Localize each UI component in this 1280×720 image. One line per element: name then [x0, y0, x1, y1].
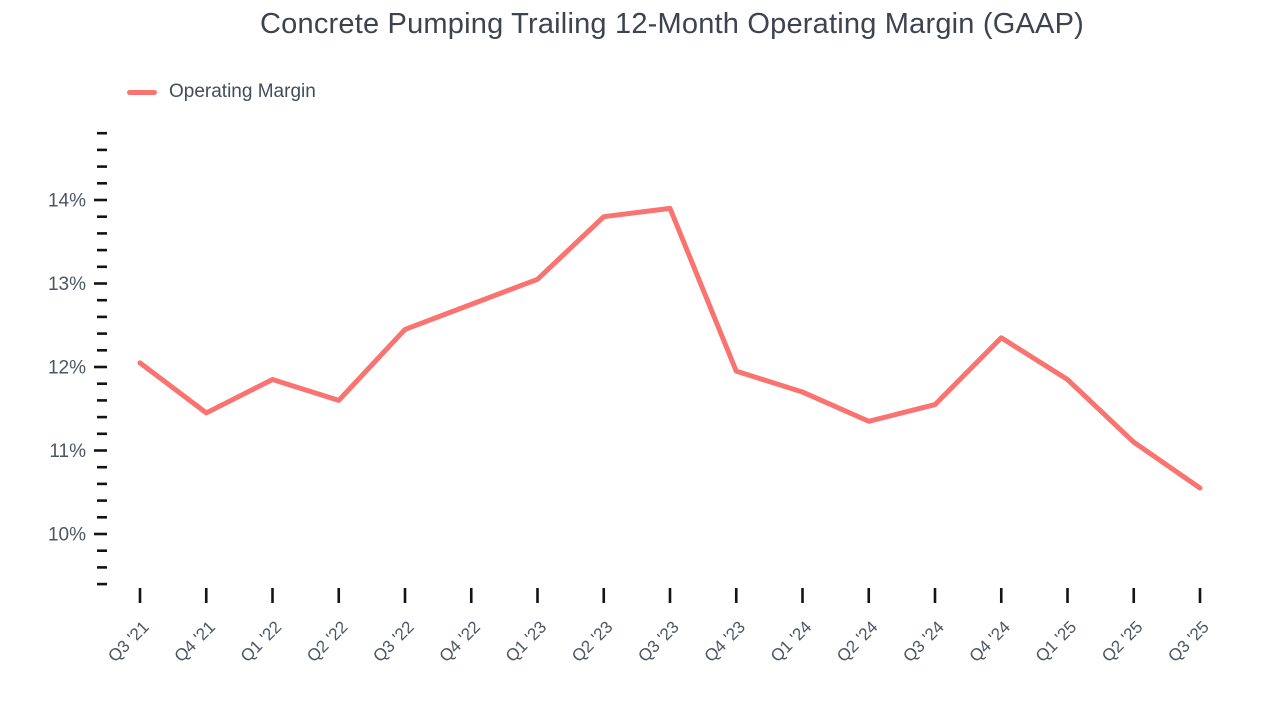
y-axis-label: 13% [48, 274, 86, 295]
y-axis-labels: 10% 11% 12% 13% 14% [48, 191, 86, 546]
operating-margin-line [137, 205, 1203, 491]
x-axis-label: Q3 '25 [1164, 617, 1212, 665]
x-axis-label: Q3 '22 [369, 617, 417, 665]
x-axis-label: Q2 '22 [303, 617, 351, 665]
x-axis-label: Q1 '23 [502, 617, 550, 665]
x-axis-label: Q2 '24 [833, 617, 881, 665]
y-axis-label: 10% [48, 525, 86, 546]
legend-line-swatch [127, 89, 157, 95]
x-axis-label: Q4 '23 [701, 617, 749, 665]
y-axis-ticks [94, 131, 107, 586]
legend-series-label: Operating Margin [169, 81, 316, 102]
x-axis-label: Q1 '25 [1032, 617, 1080, 665]
x-axis-label: Q4 '24 [966, 617, 1014, 665]
x-axis-label: Q4 '21 [171, 617, 219, 665]
x-axis-label: Q2 '23 [568, 617, 616, 665]
legend: Operating Margin [127, 80, 316, 104]
series-lines [137, 205, 1203, 491]
x-axis-label: Q3 '23 [634, 617, 682, 665]
x-axis-label: Q3 '24 [899, 617, 947, 665]
x-axis-ticks [138, 588, 1202, 603]
x-axis-label: Q1 '24 [767, 617, 815, 665]
x-axis-label: Q4 '22 [436, 617, 484, 665]
y-axis-label: 11% [49, 441, 86, 462]
x-axis-label: Q2 '25 [1098, 617, 1146, 665]
y-axis-label: 12% [48, 358, 86, 379]
x-axis-label: Q3 '21 [104, 617, 152, 665]
x-axis-labels: Q3 '21 Q4 '21 Q1 '22 Q2 '22 Q3 '22 Q4 '22 Q1 '… [104, 617, 1212, 665]
y-axis-label: 14% [48, 191, 86, 212]
chart-title: Concrete Pumping Trailing 12-Month Opera… [260, 8, 1084, 40]
x-axis-label: Q1 '22 [237, 617, 285, 665]
